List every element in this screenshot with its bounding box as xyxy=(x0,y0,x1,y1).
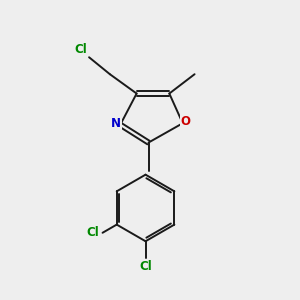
Text: Cl: Cl xyxy=(139,260,152,273)
Text: O: O xyxy=(181,115,191,128)
Text: Cl: Cl xyxy=(87,226,100,239)
Text: Cl: Cl xyxy=(74,43,87,56)
Text: N: N xyxy=(111,117,121,130)
